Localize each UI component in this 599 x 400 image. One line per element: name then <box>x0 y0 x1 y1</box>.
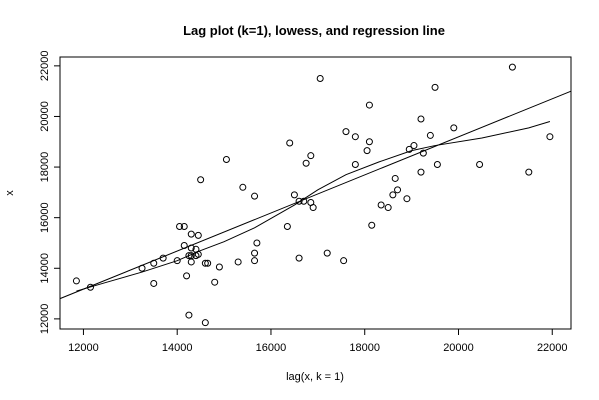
scatter-point <box>410 142 418 150</box>
x-tick-label: 12000 <box>68 342 99 354</box>
scatter-point <box>302 159 310 167</box>
scatter-point <box>417 168 425 176</box>
y-tick-label: 18000 <box>39 152 51 183</box>
x-axis-label: lag(x, k = 1) <box>286 371 344 383</box>
scatter-point <box>201 259 209 267</box>
y-axis: 12000 14000 16000 18000 20000 22000 <box>39 51 60 335</box>
y-axis-label: x <box>4 190 16 196</box>
scatter-point <box>403 195 411 203</box>
x-tick-label: 18000 <box>349 342 380 354</box>
fit-lines <box>59 90 572 300</box>
scatter-point <box>433 161 441 169</box>
scatter-point <box>185 252 193 260</box>
scatter-point <box>405 145 413 153</box>
scatter-point <box>546 133 554 141</box>
scatter-point <box>173 257 181 265</box>
scatter-point <box>309 204 317 212</box>
x-axis: 12000 14000 16000 18000 20000 22000 <box>68 329 568 354</box>
x-tick-label: 14000 <box>162 342 193 354</box>
scatter-point <box>239 183 247 191</box>
scatter-point <box>394 186 402 194</box>
scatter-point <box>323 249 331 257</box>
scatter-point <box>251 192 259 200</box>
scatter-point <box>176 223 184 231</box>
scatter-point <box>340 257 348 265</box>
scatter-point <box>251 257 259 265</box>
scatter-point <box>150 279 158 287</box>
regression-line <box>59 90 572 300</box>
scatter-point <box>417 115 425 123</box>
scatter-point <box>290 191 298 199</box>
scatter-point <box>253 239 261 247</box>
scatter-point <box>351 161 359 169</box>
x-tick-label: 22000 <box>537 342 568 354</box>
y-tick-label: 14000 <box>39 253 51 284</box>
scatter-point <box>508 63 516 71</box>
scatter-point <box>419 149 427 157</box>
scatter-point <box>72 277 80 285</box>
scatter-point <box>201 319 209 327</box>
scatter-point <box>384 204 392 212</box>
scatter-point <box>389 191 397 199</box>
x-tick-label: 20000 <box>443 342 474 354</box>
scatter-point <box>342 128 350 136</box>
scatter-point <box>363 147 371 155</box>
scatter-point <box>194 231 202 239</box>
scatter-point <box>431 83 439 91</box>
scatter-point <box>187 230 195 238</box>
scatter-point <box>251 249 259 257</box>
scatter-point <box>187 258 195 266</box>
scatter-point <box>525 168 533 176</box>
chart-title: Lag plot (k=1), lowess, and regression l… <box>183 23 445 38</box>
scatter-point <box>197 176 205 184</box>
scatter-point <box>377 201 385 209</box>
scatter-point <box>450 124 458 132</box>
lowess-curve <box>76 121 551 292</box>
scatter-point <box>295 254 303 262</box>
scatter-point <box>234 258 242 266</box>
scatter-point <box>286 139 294 147</box>
y-tick-label: 16000 <box>39 202 51 233</box>
data-points <box>72 63 554 327</box>
scatter-point <box>183 272 191 280</box>
scatter-point <box>307 152 315 160</box>
scatter-point <box>368 221 376 229</box>
scatter-point <box>476 161 484 169</box>
x-tick-label: 16000 <box>256 342 287 354</box>
plot-frame <box>59 56 572 330</box>
scatter-point <box>391 174 399 182</box>
scatter-point <box>215 263 223 271</box>
scatter-point <box>222 155 230 163</box>
scatter-point <box>365 138 373 146</box>
y-tick-label: 20000 <box>39 101 51 132</box>
scatter-point <box>351 133 359 141</box>
scatter-point <box>283 223 291 231</box>
y-tick-label: 12000 <box>39 304 51 335</box>
scatter-point <box>365 101 373 109</box>
y-tick-label: 22000 <box>39 51 51 82</box>
scatter-point <box>295 197 303 205</box>
scatter-point <box>204 259 212 267</box>
scatter-point <box>180 223 188 231</box>
scatter-point <box>426 131 434 139</box>
scatter-point <box>211 278 219 286</box>
scatter-point <box>316 75 324 83</box>
scatter-point <box>185 311 193 319</box>
